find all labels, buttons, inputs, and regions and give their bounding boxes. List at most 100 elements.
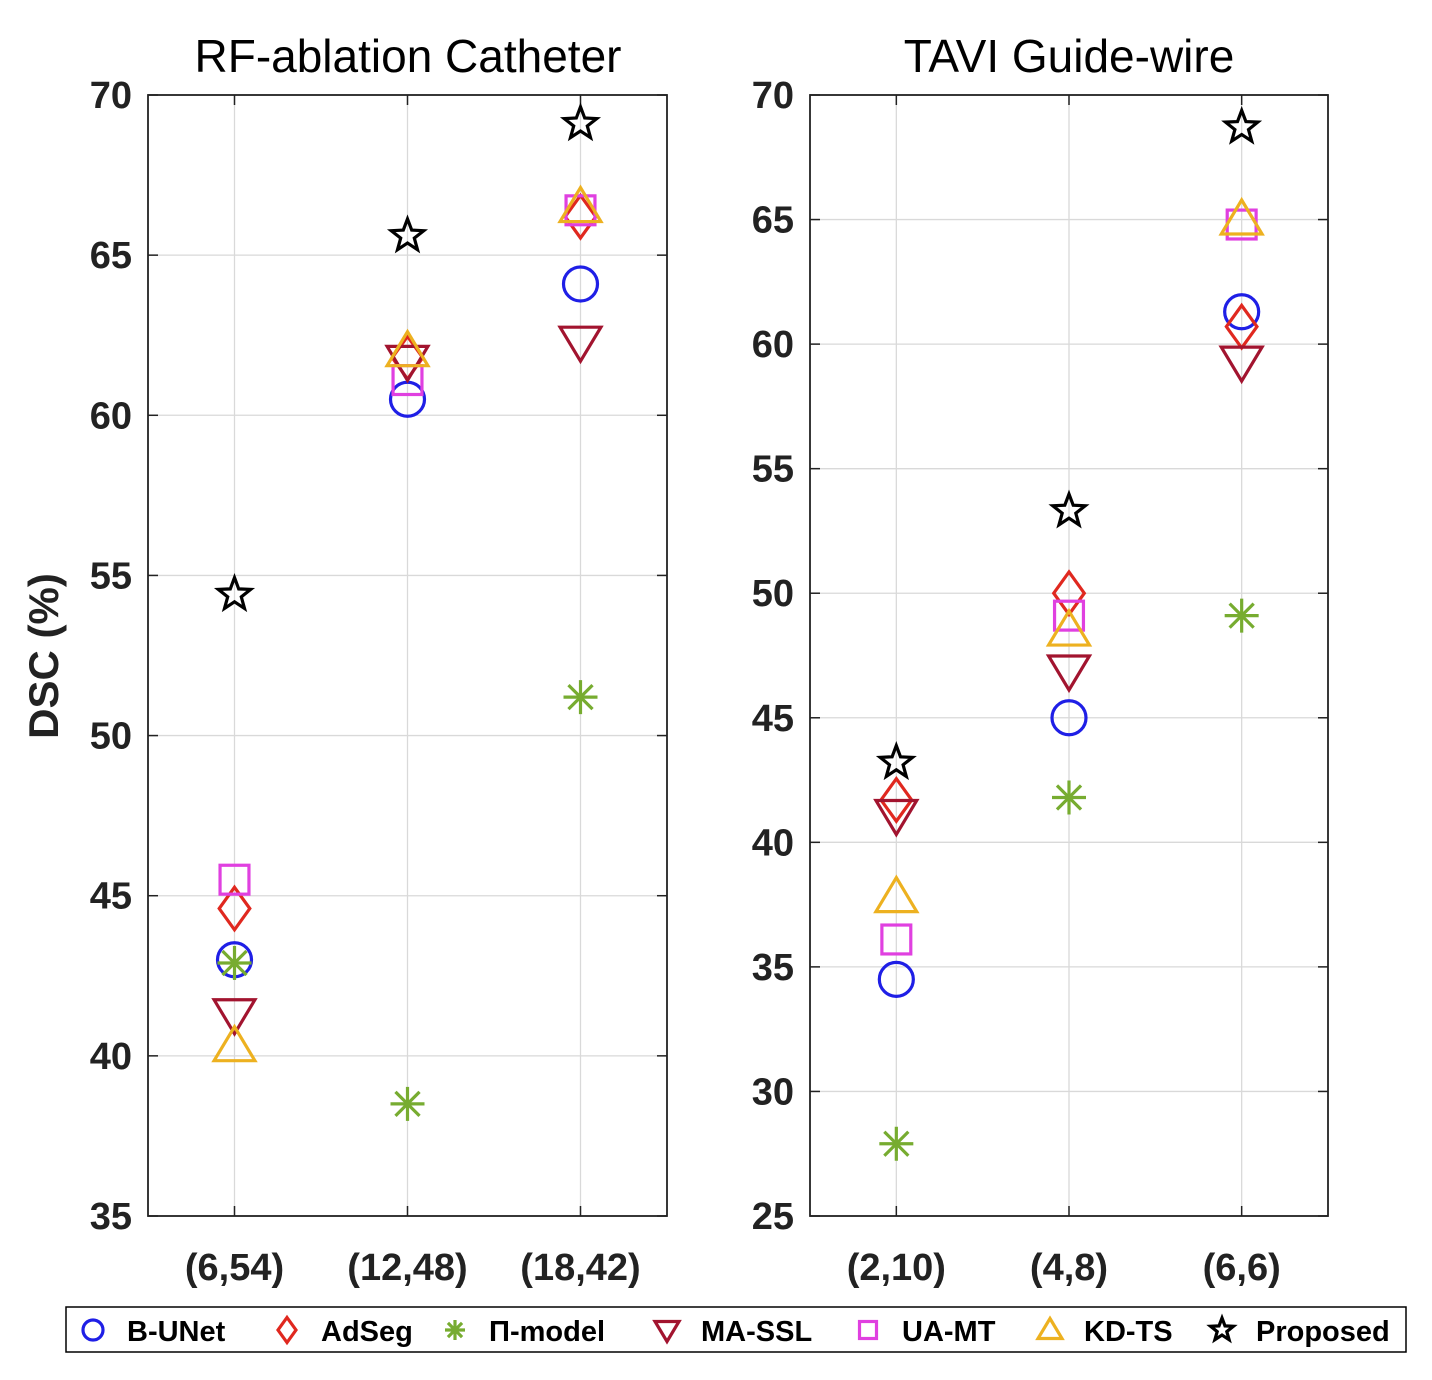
y-axis-label: DSC (%) <box>20 573 67 739</box>
data-point-ua-mt <box>218 863 251 896</box>
legend-label: AdSeg <box>321 1316 413 1348</box>
y-tick-label: 25 <box>752 1196 794 1238</box>
series-b-unet <box>877 293 1261 998</box>
legend-item-ua-mt: UA-MT <box>857 1316 996 1348</box>
legend-item-model: Π-model <box>445 1316 605 1348</box>
data-point-proposed <box>213 573 256 613</box>
data-point-ma-ssl <box>557 325 604 365</box>
legend-marker-triangle-up <box>1035 1315 1065 1341</box>
y-tick-label: 60 <box>90 395 132 437</box>
y-tick-label: 35 <box>90 1196 132 1238</box>
grid-0 <box>148 94 667 1217</box>
data-point-adseg <box>879 775 914 824</box>
data-point-model <box>217 945 252 980</box>
data-point-ma-ssl <box>211 998 258 1037</box>
y-tick-label: 45 <box>90 876 132 918</box>
y-tick-label: 30 <box>752 1071 794 1113</box>
legend-marker-star <box>1206 1313 1238 1344</box>
x-tick-label: (12,48) <box>347 1247 467 1289</box>
legend-label: Π-model <box>489 1316 605 1348</box>
data-point-adseg <box>563 192 598 241</box>
series-proposed <box>875 105 1263 781</box>
y-tick-label: 50 <box>90 716 132 758</box>
data-point-ua-mt <box>1052 599 1086 632</box>
legend: B-UNet AdSeg Π-model MA-SSL UA-MT KD-TS Propos… <box>65 1306 1407 1353</box>
y-tick-label: 70 <box>90 75 132 117</box>
legend-item-b-unet: B-UNet <box>81 1316 226 1348</box>
data-point-model <box>390 1086 425 1121</box>
axes-box <box>147 94 668 1217</box>
data-point-model <box>879 1126 914 1161</box>
data-point-b-unet <box>561 265 600 303</box>
y-tick-label: 50 <box>752 573 794 615</box>
axes-box <box>809 94 1329 1217</box>
data-point-model <box>1052 780 1086 815</box>
y-tick-label: 60 <box>752 324 794 366</box>
legend-marker-diamond <box>276 1314 298 1346</box>
data-point-kd-ts <box>557 184 604 224</box>
data-point-b-unet <box>1223 293 1261 331</box>
data-point-kd-ts <box>211 1023 258 1063</box>
legend-label: KD-TS <box>1084 1316 1173 1348</box>
data-point-ma-ssl <box>1045 654 1093 694</box>
data-point-proposed <box>386 214 429 254</box>
x-tick-label: (6,6) <box>1203 1247 1281 1289</box>
data-point-b-unet <box>877 960 915 998</box>
series-kd-ts <box>873 196 1265 914</box>
panel-rf-ablation-catheter: RF-ablation Catheter 35 40 45 50 55 60 65 70 (6,… <box>90 30 668 1289</box>
chart-title-tavi: TAVI Guide-wire <box>904 30 1235 82</box>
x-tick-label: (6,54) <box>185 1247 284 1289</box>
series-ma-ssl <box>873 345 1265 838</box>
data-point-model <box>563 680 598 715</box>
data-point-proposed <box>1048 489 1090 529</box>
legend-label: UA-MT <box>902 1316 996 1348</box>
data-point-model <box>1224 598 1259 633</box>
y-tick-label: 70 <box>752 75 794 117</box>
y-tick-label: 45 <box>752 698 794 740</box>
legend-item-kd-ts: KD-TS <box>1035 1315 1173 1348</box>
legend-marker-square <box>857 1319 879 1341</box>
y-tick-label: 40 <box>90 1036 132 1078</box>
x-tick-label: (18,42) <box>520 1247 640 1289</box>
legend-label: B-UNet <box>127 1316 226 1348</box>
data-point-kd-ts <box>384 328 431 368</box>
data-point-b-unet <box>1050 699 1088 737</box>
legend-marker-circle <box>81 1318 105 1342</box>
y-tick-label: 55 <box>90 555 132 597</box>
legend-label: MA-SSL <box>701 1316 812 1348</box>
legend-item-ma-ssl: MA-SSL <box>652 1316 812 1348</box>
data-point-ma-ssl <box>1218 345 1265 385</box>
series-kd-ts <box>211 184 604 1063</box>
data-point-kd-ts <box>1218 196 1265 236</box>
y-tick-label: 35 <box>752 947 794 989</box>
data-point-adseg <box>217 884 252 933</box>
data-point-proposed <box>559 102 602 142</box>
x-tick-label: (2,10) <box>847 1247 946 1289</box>
data-point-proposed <box>875 741 917 781</box>
series-proposed <box>213 102 602 613</box>
y-tick-label: 65 <box>90 235 132 277</box>
legend-label: Proposed <box>1256 1316 1390 1348</box>
legend-item-adseg: AdSeg <box>276 1314 413 1348</box>
series-model <box>217 680 598 1121</box>
data-point-ua-mt <box>880 923 913 956</box>
data-point-ma-ssl <box>384 344 431 384</box>
data-point-kd-ts <box>1045 607 1093 647</box>
x-tick-label: (4,8) <box>1030 1247 1108 1289</box>
chart-title-rf-ablation: RF-ablation Catheter <box>195 30 622 82</box>
y-tick-label: 40 <box>752 822 794 864</box>
data-point-kd-ts <box>873 874 920 914</box>
data-point-proposed <box>1221 105 1263 145</box>
legend-marker-triangle-down <box>652 1319 682 1345</box>
series-model <box>879 598 1259 1161</box>
y-tick-label: 65 <box>752 200 794 242</box>
series-ma-ssl <box>211 325 604 1037</box>
y-tick-label: 55 <box>752 449 794 491</box>
legend-box <box>65 1306 1407 1353</box>
data-point-adseg <box>1051 569 1087 618</box>
panel-tavi-guide-wire: TAVI Guide-wire 25 30 35 40 45 50 55 60 65 70 (2,1… <box>752 30 1329 1289</box>
data-point-ma-ssl <box>873 798 920 838</box>
legend-marker-asterisk <box>445 1320 465 1340</box>
legend-item-proposed: Proposed <box>1206 1313 1390 1348</box>
